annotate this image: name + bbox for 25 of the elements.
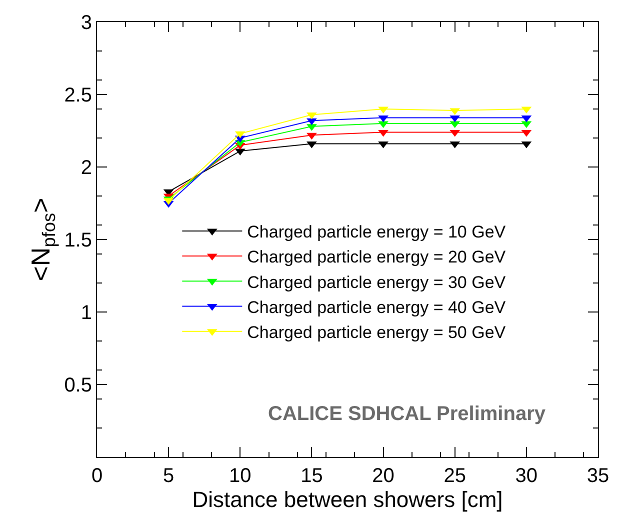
point [378, 115, 388, 122]
x-tick-label: 5 [163, 465, 174, 487]
legend-label: Charged particle energy = 20 GeV [247, 248, 506, 267]
x-tick-label: 15 [300, 465, 323, 487]
x-axis-title: Distance between showers [cm] [192, 487, 503, 512]
y-tick-label: 2.5 [64, 84, 92, 106]
y-tick-label: 3 [80, 12, 92, 34]
y-tick-label: 0.5 [64, 374, 92, 396]
annotation: CALICE SDHCAL Preliminary [268, 403, 546, 425]
x-tick-label: 20 [372, 465, 394, 487]
x-tick-label: 30 [515, 465, 538, 487]
y-tick-label: 1 [80, 302, 92, 324]
legend-label: Charged particle energy = 30 GeV [247, 272, 506, 292]
legend-label: Charged particle energy = 10 GeV [247, 222, 506, 242]
y-tick-label: 1.5 [64, 230, 92, 252]
x-tick-label: 0 [91, 465, 103, 487]
x-tick-label: 10 [229, 465, 252, 487]
y-tick-label: 2 [80, 157, 92, 179]
point [378, 130, 388, 137]
x-tick-label: 25 [444, 465, 466, 487]
point [306, 132, 317, 140]
legend-label: Charged particle energy = 40 GeV [247, 298, 506, 317]
x-tick-label: 35 [586, 465, 610, 487]
legend-label: Charged particle energy = 50 GeV [247, 322, 506, 342]
point [306, 118, 317, 126]
